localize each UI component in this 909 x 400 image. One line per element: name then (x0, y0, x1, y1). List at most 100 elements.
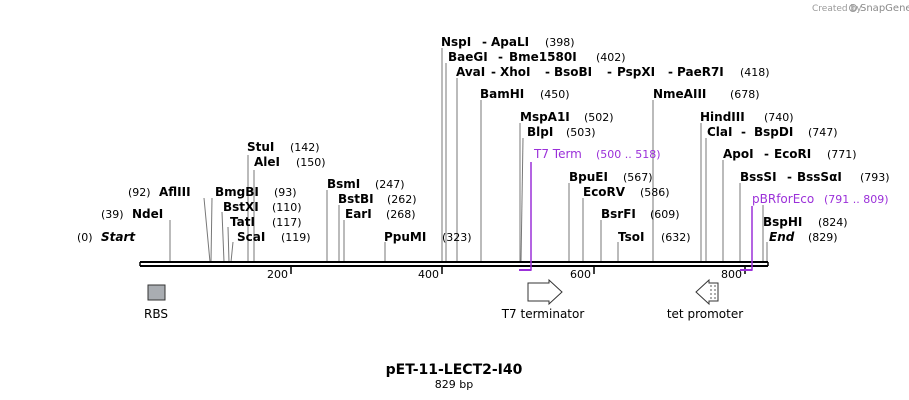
site-baegi-group: BaeGI - Bme1580I (402) (448, 46, 626, 65)
site-bsobi[interactable]: BsoBI (554, 65, 592, 79)
site-stui-pos: (142) (290, 141, 320, 154)
site-stui[interactable]: StuI (247, 140, 274, 154)
site-ndei[interactable]: NdeI (132, 207, 163, 221)
primer-pbrforeco-range: (791 .. 809) (824, 193, 889, 206)
t7-terminator-label: T7 terminator (501, 307, 585, 321)
site-hindiii[interactable]: HindIII (700, 110, 745, 124)
site-tsoi-pos: (632) (661, 231, 691, 244)
site-bsssi[interactable]: BssSI (740, 170, 777, 184)
site-mspa1i-pos: (502) (584, 111, 614, 124)
site-bpuei[interactable]: BpuEI (569, 170, 608, 184)
leader-blpi (520, 137, 524, 263)
map-subtitle: 829 bp (435, 378, 473, 391)
site-tati[interactable]: TatI (230, 215, 255, 229)
site-leader-lines (169, 48, 768, 263)
site-afliii-pos: (92) (128, 186, 151, 199)
site-scai-pos: (119) (281, 231, 311, 244)
site-bstbi[interactable]: BstBI (338, 192, 374, 206)
site-hindiii-pos: (740) (764, 111, 794, 124)
leader-scai (230, 241, 234, 263)
site-ndei-pos: (39) (101, 208, 124, 221)
site-afliii[interactable]: AflIII (159, 185, 191, 199)
site-mspa1i[interactable]: MspA1I (520, 110, 570, 124)
site-nspi-group: NspI - ApaLI (398) (441, 31, 575, 50)
site-apoi-group: ApoI - EcoRI (771) (723, 143, 857, 162)
site-clai-pos: (747) (808, 126, 838, 139)
site-ecorv-pos: (586) (640, 186, 670, 199)
leader-bmgbi (210, 197, 213, 263)
end-position: (829) (808, 231, 838, 244)
site-bmgbi-pos: (93) (274, 186, 297, 199)
primer-t7-term-range: (500 .. 518) (596, 148, 661, 161)
site-blpi-pos: (503) (566, 126, 596, 139)
site-bmgbi[interactable]: BmgBI (215, 185, 259, 199)
site-nspi-pos: (398) (545, 36, 575, 49)
site-apoi[interactable]: ApoI (723, 147, 754, 161)
site-bsmi[interactable]: BsmI (327, 177, 360, 191)
site-ppumi[interactable]: PpuMI (384, 230, 426, 244)
site-apali[interactable]: ApaLI (491, 35, 529, 49)
site-avai-pos: (418) (740, 66, 770, 79)
site-bme1580i[interactable]: Bme1580I (509, 50, 577, 64)
rbs-feature[interactable] (147, 284, 166, 301)
site-ecori[interactable]: EcoRI (774, 147, 811, 161)
site-avai-group: AvaI - XhoI - BsoBI - PspXI - PaeR7I (41… (456, 61, 770, 80)
site-bstxi-pos: (110) (272, 201, 302, 214)
site-bsssi-group: BssSI - BssSαI (793) (740, 166, 890, 185)
site-xhoi[interactable]: XhoI (500, 65, 531, 79)
leader-bstxi (221, 211, 225, 263)
primer-t7-term-label: T7 Term (533, 147, 582, 161)
snapgene-logo-icon (849, 4, 857, 12)
site-bsrfi[interactable]: BsrFI (601, 207, 636, 221)
site-eari-pos: (268) (386, 208, 416, 221)
tet-promoter-label: tet promoter (667, 307, 743, 321)
primer-pbrforeco[interactable]: pBRforEco (791 .. 809) (740, 192, 889, 271)
site-clai-group: ClaI - BspDI (747) (707, 121, 838, 140)
site-bsphi[interactable]: BspHI (763, 215, 802, 229)
site-paer7i[interactable]: PaeR7I (677, 65, 724, 79)
site-nspi[interactable]: NspI (441, 35, 471, 49)
rbs-label: RBS (144, 307, 168, 321)
site-pspxi[interactable]: PspXI (617, 65, 655, 79)
site-baegi-pos: (402) (596, 51, 626, 64)
site-scai[interactable]: ScaI (237, 230, 265, 244)
site-bsssai[interactable]: BssSαI (797, 170, 842, 184)
site-tsoi[interactable]: TsoI (618, 230, 644, 244)
site-ecorv[interactable]: EcoRV (583, 185, 626, 199)
credit-brand: SnapGene (860, 3, 909, 14)
leader-tati (227, 226, 230, 263)
start-position: (0) (77, 231, 93, 244)
site-baegi[interactable]: BaeGI (448, 50, 488, 64)
site-bsrfi-pos: (609) (650, 208, 680, 221)
t7-terminator-arrow-icon[interactable] (527, 278, 563, 306)
tick-label-400: 400 (418, 268, 439, 281)
map-title: pET-11-LECT2-I40 (386, 362, 523, 378)
site-bspdi[interactable]: BspDI (754, 125, 793, 139)
site-tati-pos: (117) (272, 216, 302, 229)
site-eari[interactable]: EarI (345, 207, 372, 221)
tick-label-200: 200 (267, 268, 288, 281)
site-avai[interactable]: AvaI (456, 65, 485, 79)
site-bpuei-pos: (567) (623, 171, 653, 184)
site-alei[interactable]: AleI (254, 155, 280, 169)
tick-label-600: 600 (570, 268, 591, 281)
site-nmeaiii-pos: (678) (730, 88, 760, 101)
primer-t7-term[interactable]: T7 Term (500 .. 518) (519, 147, 661, 271)
site-bstxi[interactable]: BstXI (223, 200, 259, 214)
site-bamhi-pos: (450) (540, 88, 570, 101)
site-bsphi-pos: (824) (818, 216, 848, 229)
site-apoi-pos: (771) (827, 148, 857, 161)
site-nmeaiii[interactable]: NmeAIII (653, 87, 706, 101)
tick-label-800: 800 (721, 268, 742, 281)
primer-pbrforeco-label: pBRforEco (752, 192, 814, 206)
site-clai[interactable]: ClaI (707, 125, 732, 139)
site-blpi[interactable]: BlpI (527, 125, 553, 139)
credit-prefix: Created by (812, 4, 862, 14)
site-alei-pos: (150) (296, 156, 326, 169)
site-baegi-sep: - (498, 50, 503, 64)
site-bamhi[interactable]: BamHI (480, 87, 524, 101)
tet-promoter-arrow-icon[interactable] (695, 278, 719, 306)
leader-afliii (203, 197, 211, 263)
site-nspi-sep: - (482, 35, 487, 49)
